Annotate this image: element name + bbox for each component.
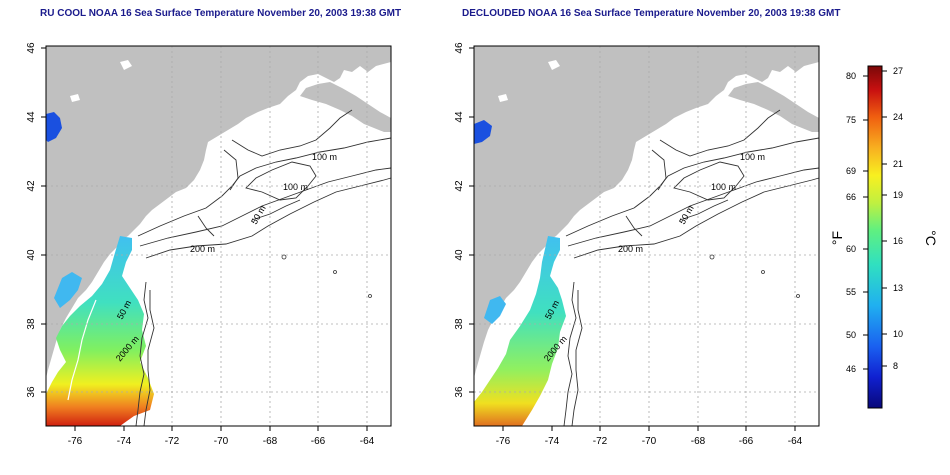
- right-contour-label: 100 m: [740, 152, 765, 162]
- left-lon-tick: -70: [214, 436, 229, 447]
- right-lat-tick: 38: [454, 318, 465, 330]
- celsius-tick: 24: [893, 112, 903, 122]
- left-lon-tick: -68: [263, 436, 278, 447]
- left-contour-label: 200 m: [190, 244, 215, 254]
- left-contour-label: 100 m: [312, 152, 337, 162]
- fahrenheit-tick: 80: [846, 71, 856, 81]
- right-map-panel: 100 m 100 m 50 m 200 m 50 m 2000 m -76: [454, 42, 820, 447]
- right-lon-tick: -74: [545, 436, 560, 447]
- left-lat-tick: 38: [26, 318, 37, 330]
- left-nova-scotia-land: [300, 82, 391, 132]
- celsius-tick: 27: [893, 66, 903, 76]
- right-seamount: [709, 254, 715, 260]
- celsius-tick: 19: [893, 190, 903, 200]
- celsius-tick: 21: [893, 159, 903, 169]
- left-lat-tick: 42: [26, 180, 37, 192]
- right-contour-label: 100 m: [711, 182, 736, 192]
- left-seamount: [281, 254, 287, 260]
- right-seamount: [796, 294, 800, 298]
- right-contour-label: 200 m: [618, 244, 643, 254]
- left-cold-water-patch: [46, 112, 62, 142]
- left-graticule: [46, 46, 391, 426]
- left-panel-title: RU COOL NOAA 16 Sea Surface Temperature …: [40, 8, 402, 19]
- right-lon-tick: -66: [739, 436, 754, 447]
- left-map-panel: 100 m 100 m 50 m 200 m 50 m 2000 m: [26, 42, 392, 447]
- right-lake: [548, 60, 560, 70]
- right-nova-scotia-land: [728, 82, 819, 132]
- temperature-colorbar: 80 75 69 66 60 55 50 46 27 24 21 19 16 1…: [829, 65, 939, 409]
- right-lat-tick: 40: [454, 249, 465, 261]
- celsius-unit-label: °C: [923, 230, 939, 246]
- celsius-tick: 8: [893, 361, 898, 371]
- left-coast-outline: [67, 299, 97, 401]
- right-cold-water-patch: [474, 120, 492, 144]
- left-seamount: [368, 294, 372, 298]
- left-lake: [120, 60, 132, 70]
- right-lat-tick: 44: [454, 111, 465, 123]
- right-lake: [498, 94, 508, 102]
- left-seamount: [333, 270, 337, 274]
- left-bathymetry-contours: [135, 109, 392, 427]
- right-seamount: [761, 270, 765, 274]
- right-map-frame: [473, 45, 820, 427]
- colorbar-gradient: [867, 65, 883, 409]
- left-lat-tick: 46: [26, 42, 37, 54]
- left-lon-tick: -64: [360, 436, 375, 447]
- fahrenheit-tick: 55: [846, 287, 856, 297]
- left-map-frame: [45, 45, 392, 427]
- right-lat-tick: 42: [454, 180, 465, 192]
- right-lat-tick: 46: [454, 42, 465, 54]
- left-lake: [70, 94, 80, 102]
- left-lon-tick: -66: [311, 436, 326, 447]
- left-lat-tick: 40: [26, 249, 37, 261]
- right-graticule: [474, 46, 819, 426]
- left-lon-tick: -74: [117, 436, 132, 447]
- fahrenheit-tick: 60: [846, 244, 856, 254]
- fahrenheit-tick: 50: [846, 330, 856, 340]
- right-lon-tick: -76: [496, 436, 511, 447]
- fahrenheit-unit-label: °F: [829, 231, 845, 245]
- right-sst-west-bay: [484, 296, 506, 324]
- left-contour-label: 100 m: [283, 182, 308, 192]
- celsius-tick: 10: [893, 329, 903, 339]
- right-bathymetry-contours: [563, 109, 820, 427]
- right-panel-title: DECLOUDED NOAA 16 Sea Surface Temperatur…: [462, 8, 841, 19]
- left-landmass: [46, 46, 391, 378]
- left-lat-tick: 44: [26, 111, 37, 123]
- fahrenheit-tick: 69: [846, 166, 856, 176]
- right-sst-shelf-water: [474, 236, 566, 426]
- left-sst-west-bay: [54, 272, 82, 308]
- fahrenheit-tick: 66: [846, 192, 856, 202]
- right-lon-tick: -64: [788, 436, 803, 447]
- left-lon-tick: -76: [68, 436, 83, 447]
- right-landmass: [474, 46, 819, 378]
- left-lat-tick: 36: [26, 386, 37, 398]
- fahrenheit-tick: 46: [846, 364, 856, 374]
- fahrenheit-tick: 75: [846, 115, 856, 125]
- right-lon-tick: -68: [691, 436, 706, 447]
- right-lon-tick: -70: [642, 436, 657, 447]
- left-lon-tick: -72: [165, 436, 180, 447]
- right-lat-tick: 36: [454, 386, 465, 398]
- celsius-tick: 16: [893, 236, 903, 246]
- right-lon-tick: -72: [593, 436, 608, 447]
- celsius-tick: 13: [893, 283, 903, 293]
